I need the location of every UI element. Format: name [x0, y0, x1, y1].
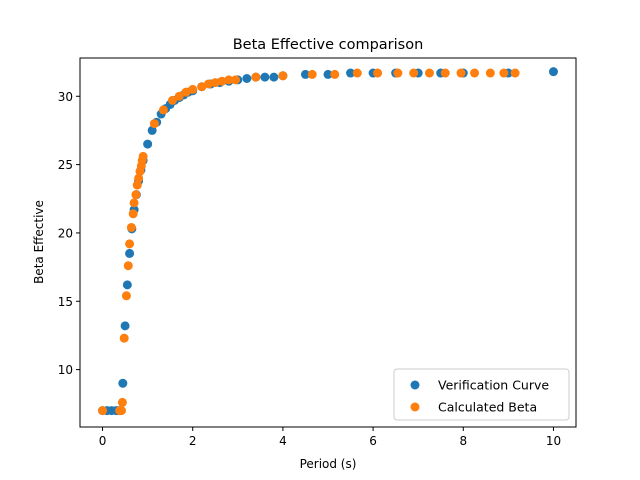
data-point-verification-curve-32 [242, 74, 252, 83]
data-point-calculated-beta-44 [510, 68, 520, 78]
data-point-verification-curve-46 [548, 67, 558, 77]
data-point-calculated-beta-39 [440, 68, 450, 78]
data-point-verification-curve-16 [143, 139, 153, 149]
data-point-calculated-beta-21 [174, 91, 184, 101]
data-point-verification-curve-6 [118, 378, 128, 388]
x-tick-label-8: 8 [459, 434, 467, 448]
data-point-calculated-beta-4 [119, 333, 129, 343]
y-tick-label-10: 10 [58, 363, 73, 377]
data-point-calculated-beta-37 [409, 68, 419, 78]
data-point-calculated-beta-11 [131, 190, 141, 200]
points-layer [98, 67, 558, 416]
data-point-calculated-beta-43 [499, 68, 509, 78]
plot-frame [79, 57, 577, 428]
data-point-verification-curve-37 [300, 69, 310, 79]
legend-label-calculated-beta: Calculated Beta [438, 400, 537, 415]
data-point-calculated-beta-26 [210, 78, 220, 88]
data-point-calculated-beta-40 [456, 68, 466, 78]
x-tick-label-4: 4 [279, 434, 287, 448]
data-point-calculated-beta-3 [117, 397, 127, 407]
data-point-calculated-beta-25 [204, 79, 214, 89]
data-point-calculated-beta-30 [251, 72, 261, 82]
data-point-calculated-beta-2 [116, 406, 126, 416]
data-point-calculated-beta-28 [224, 75, 234, 85]
data-point-verification-curve-17 [147, 125, 157, 135]
data-point-calculated-beta-13 [134, 173, 144, 183]
data-point-calculated-beta-20 [167, 95, 177, 105]
y-tick-label-30: 30 [58, 90, 73, 104]
data-point-calculated-beta-8 [126, 222, 136, 232]
data-point-calculated-beta-23 [188, 84, 198, 94]
legend-label-verification-curve: Verification Curve [438, 378, 549, 393]
data-point-calculated-beta-17 [138, 151, 148, 161]
data-point-verification-curve-7 [120, 321, 130, 331]
data-point-calculated-beta-0 [98, 406, 108, 416]
x-axis-label: Period (s) [300, 457, 357, 471]
data-point-calculated-beta-36 [393, 68, 403, 78]
y-tick-label-25: 25 [58, 158, 73, 172]
legend-marker-verification-curve [410, 380, 420, 390]
data-point-calculated-beta-10 [129, 198, 139, 208]
data-point-calculated-beta-6 [123, 261, 133, 271]
data-point-calculated-beta-5 [121, 291, 131, 301]
series-calculated-beta [98, 68, 520, 416]
data-point-verification-curve-35 [269, 72, 279, 82]
data-point-calculated-beta-12 [132, 180, 142, 190]
data-point-calculated-beta-32 [307, 69, 317, 79]
data-point-calculated-beta-18 [149, 119, 159, 129]
data-point-verification-curve-38 [323, 69, 333, 79]
data-point-calculated-beta-33 [330, 69, 340, 79]
data-point-calculated-beta-19 [158, 105, 168, 115]
legend: Verification Curve Calculated Beta [393, 368, 570, 421]
data-point-verification-curve-8 [122, 280, 132, 290]
data-point-calculated-beta-29 [231, 75, 241, 85]
data-point-calculated-beta-34 [352, 68, 362, 78]
ticks-layer: 0 2 4 6 8 10 10 15 20 25 30 [58, 90, 561, 448]
data-point-calculated-beta-22 [181, 87, 191, 97]
x-tick-label-0: 0 [99, 434, 107, 448]
x-tick-label-10: 10 [546, 434, 561, 448]
x-tick-label-6: 6 [369, 434, 377, 448]
data-point-calculated-beta-41 [470, 68, 480, 78]
data-point-calculated-beta-42 [485, 68, 495, 78]
x-tick-label-2: 2 [189, 434, 197, 448]
data-point-calculated-beta-31 [278, 71, 288, 81]
data-point-calculated-beta-27 [217, 76, 227, 86]
data-point-calculated-beta-7 [125, 239, 135, 249]
data-point-verification-curve-9 [125, 248, 135, 258]
data-point-calculated-beta-24 [197, 82, 207, 92]
y-tick-label-15: 15 [58, 295, 73, 309]
data-point-verification-curve-39 [346, 68, 356, 78]
legend-box [393, 368, 570, 421]
data-point-calculated-beta-38 [424, 68, 434, 78]
data-point-calculated-beta-35 [373, 68, 383, 78]
data-point-calculated-beta-9 [128, 209, 138, 219]
chart-title: Beta Effective comparison [233, 37, 424, 53]
data-point-verification-curve-34 [260, 72, 270, 82]
y-axis-label: Beta Effective [32, 200, 46, 284]
y-tick-label-20: 20 [58, 226, 73, 240]
legend-marker-calculated-beta [410, 402, 420, 412]
